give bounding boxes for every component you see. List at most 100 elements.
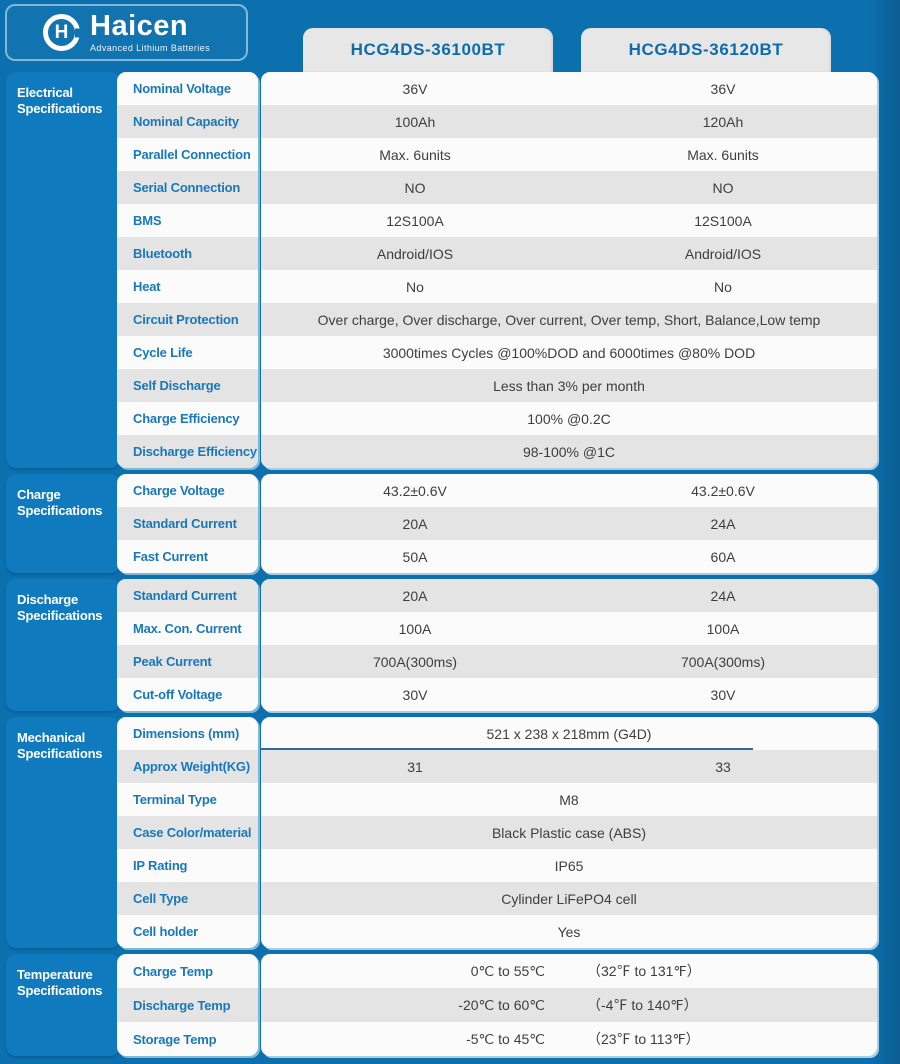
row-label-text: Dimensions (mm) bbox=[133, 726, 240, 741]
spec-value-span: Cylinder LiFePO4 cell bbox=[501, 890, 637, 907]
row-label-text: Bluetooth bbox=[133, 246, 192, 261]
spec-value: 30V bbox=[710, 686, 736, 703]
values-card: 43.2±0.6V 43.2±0.6V 20A 24A 50A 60A bbox=[261, 474, 877, 573]
spec-row: 0℃ to 55℃ （32℉ to 131℉） bbox=[261, 954, 877, 988]
values-card: 36V 36V 100Ah 120Ah Max. 6units Max. 6units NO… bbox=[261, 72, 877, 468]
spec-value-fahrenheit: （32℉ to 131℉） bbox=[587, 963, 701, 979]
section-sidebar: Discharge Specifications bbox=[6, 579, 120, 711]
spec-value-span: Yes bbox=[557, 923, 581, 940]
row-label-text: Storage Temp bbox=[133, 1031, 217, 1047]
spec-value-span: 100% @0.2C bbox=[527, 410, 611, 427]
row-label: Terminal Type bbox=[117, 783, 258, 816]
section-sidebar: Temperature Specifications bbox=[6, 954, 120, 1056]
spec-row: Android/IOS Android/IOS bbox=[261, 237, 877, 270]
spec-value-celsius: -20℃ to 60℃ bbox=[458, 996, 545, 1013]
spec-row: 20A 24A bbox=[261, 507, 877, 540]
section: Charge Specifications Charge Voltage Stand… bbox=[0, 474, 900, 573]
row-label: Cell Type bbox=[117, 882, 258, 915]
spec-row: -20℃ to 60℃ （-4℉ to 140℉） bbox=[261, 988, 877, 1022]
row-label: Approx Weight(KG) bbox=[117, 750, 258, 783]
row-label: Standard Current bbox=[117, 507, 258, 540]
spec-value: 700A(300ms) bbox=[372, 653, 458, 670]
spec-value: 12S100A bbox=[386, 212, 444, 229]
spec-value-span: Over charge, Over discharge, Over curren… bbox=[317, 311, 821, 328]
spec-row: 20A 24A bbox=[261, 579, 877, 612]
spec-value: NO bbox=[712, 179, 734, 196]
row-label-text: Circuit Protection bbox=[133, 312, 239, 327]
labels-card: Charge Voltage Standard Current Fast Curre… bbox=[117, 474, 258, 573]
spec-row: 50A 60A bbox=[261, 540, 877, 573]
labels-card: Nominal Voltage Nominal Capacity Parallel … bbox=[117, 72, 258, 468]
spec-value-celsius: -5℃ to 45℃ bbox=[466, 1030, 545, 1047]
row-label-text: Cycle Life bbox=[133, 345, 193, 360]
spec-value: 50A bbox=[402, 548, 428, 565]
brand-monogram: H bbox=[54, 21, 69, 43]
section-title: Mechanical Specifications bbox=[17, 730, 103, 762]
row-label: Heat bbox=[117, 270, 258, 303]
values-card: 0℃ to 55℃ （32℉ to 131℉） -20℃ to 60℃ （-4℉ to… bbox=[261, 954, 877, 1056]
spec-row: IP65 bbox=[261, 849, 877, 882]
row-label-text: Peak Current bbox=[133, 654, 212, 669]
spec-value-fahrenheit: （23℉ to 113℉） bbox=[587, 1031, 700, 1047]
spec-row: 31 33 bbox=[261, 750, 877, 783]
spec-row: 100Ah 120Ah bbox=[261, 105, 877, 138]
spec-row: Black Plastic case (ABS) bbox=[261, 816, 877, 849]
brand-tagline: Advanced Lithium Batteries bbox=[90, 43, 210, 53]
spec-row: 100% @0.2C bbox=[261, 402, 877, 435]
spec-value: 24A bbox=[710, 515, 736, 532]
spec-value-celsius: 0℃ to 55℃ bbox=[470, 962, 545, 979]
spec-row: 521 x 238 x 218mm (G4D) bbox=[261, 717, 877, 750]
row-label: Self Discharge bbox=[117, 369, 258, 402]
spec-value: 60A bbox=[710, 548, 736, 565]
row-label-text: Cell holder bbox=[133, 924, 198, 939]
brand-logo-card: H Haicen Advanced Lithium Batteries bbox=[5, 4, 248, 61]
row-label: Bluetooth bbox=[117, 237, 258, 270]
row-label-text: Charge Temp bbox=[133, 963, 213, 979]
spec-value: 24A bbox=[710, 587, 736, 604]
row-label-text: Terminal Type bbox=[133, 792, 217, 807]
row-label: Case Color/material bbox=[117, 816, 258, 849]
row-label: Charge Voltage bbox=[117, 474, 258, 507]
spec-value: Max. 6units bbox=[379, 146, 451, 163]
row-label: Cycle Life bbox=[117, 336, 258, 369]
row-label-text: Standard Current bbox=[133, 516, 237, 531]
spec-value: 33 bbox=[715, 758, 731, 775]
section: Mechanical Specifications Dimensions (mm)… bbox=[0, 717, 900, 948]
spec-value: No bbox=[714, 278, 732, 295]
spec-value: 43.2±0.6V bbox=[691, 482, 755, 499]
section-sidebar: Mechanical Specifications bbox=[6, 717, 120, 948]
sections-container: Electrical Specifications Nominal Voltage… bbox=[0, 72, 900, 1056]
brand-name: Haicen bbox=[90, 10, 189, 42]
spec-row: Cylinder LiFePO4 cell bbox=[261, 882, 877, 915]
spec-value: NO bbox=[404, 179, 426, 196]
spec-value: 12S100A bbox=[694, 212, 752, 229]
row-label-text: Self Discharge bbox=[133, 378, 221, 393]
row-label: Circuit Protection bbox=[117, 303, 258, 336]
labels-card: Charge Temp Discharge Temp Storage Temp bbox=[117, 954, 258, 1056]
dimensions-underline bbox=[261, 748, 753, 750]
row-label-text: Max. Con. Current bbox=[133, 621, 242, 636]
row-label: Fast Current bbox=[117, 540, 258, 573]
spec-row: Max. 6units Max. 6units bbox=[261, 138, 877, 171]
spec-row: -5℃ to 45℃ （23℉ to 113℉） bbox=[261, 1022, 877, 1056]
row-label-text: Parallel Connection bbox=[133, 147, 251, 162]
spec-value: 100A bbox=[398, 620, 432, 637]
row-label: Discharge Efficiency bbox=[117, 435, 258, 468]
spec-value: 100A bbox=[706, 620, 740, 637]
spec-row: NO NO bbox=[261, 171, 877, 204]
row-label-text: Charge Voltage bbox=[133, 483, 225, 498]
row-label: Dimensions (mm) bbox=[117, 717, 258, 750]
brand-logo-icon: H bbox=[43, 14, 81, 51]
section-title: Electrical Specifications bbox=[17, 85, 103, 117]
section: Discharge Specifications Standard Current… bbox=[0, 579, 900, 711]
spec-row: 30V 30V bbox=[261, 678, 877, 711]
spec-row: Over charge, Over discharge, Over curren… bbox=[261, 303, 877, 336]
spec-row: 12S100A 12S100A bbox=[261, 204, 877, 237]
spec-value: 100Ah bbox=[394, 113, 436, 130]
spec-value: No bbox=[406, 278, 424, 295]
row-label-text: BMS bbox=[133, 213, 162, 228]
spec-value-span: 3000times Cycles @100%DOD and 6000times … bbox=[382, 344, 756, 361]
spec-value: 120Ah bbox=[702, 113, 744, 130]
row-label: Parallel Connection bbox=[117, 138, 258, 171]
row-label-text: Discharge Efficiency bbox=[133, 444, 257, 459]
